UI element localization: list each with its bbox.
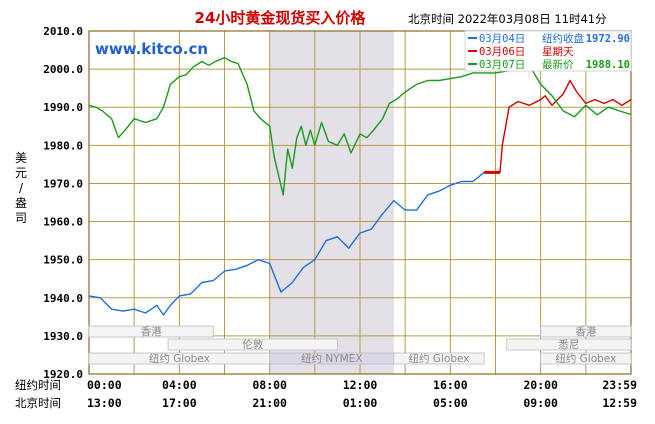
- x-tick-ny: 04:00: [162, 378, 197, 392]
- session-bar: [88, 325, 214, 338]
- y-tick-label: 2000.0: [43, 63, 83, 76]
- legend-date: 03月04日: [479, 33, 525, 45]
- legend-date: 03月07日: [479, 59, 525, 71]
- session-label: 香港: [575, 326, 596, 338]
- watermark: www.kitco.cn: [95, 40, 208, 58]
- y-tick-label: 1930.0: [43, 330, 83, 343]
- axes: 2010.0 2000.0 1990.0 1980.0 1970.0 1960.0 1950…: [15, 25, 637, 410]
- session-bar: [393, 352, 485, 365]
- series-line-03月06日: [484, 79, 632, 174]
- x-tick-ny: 12:00: [343, 378, 378, 392]
- y-tick-label: 1920.0: [43, 368, 83, 381]
- x-tick-ny: 16:00: [433, 378, 468, 392]
- x-tick-bj: 05:00: [433, 396, 468, 410]
- session-bar: [167, 338, 338, 351]
- x-row2-label: 北京时间: [15, 396, 61, 410]
- legend-value: 1972.90: [586, 33, 630, 45]
- y-axis-label: 美: [15, 151, 27, 165]
- session-bar: [540, 352, 632, 365]
- plot-frame: [88, 30, 632, 375]
- x-tick-ny: 08:00: [252, 378, 287, 392]
- session-label: 伦敦: [242, 338, 263, 351]
- session-label: 纽约 NYMEX: [301, 352, 363, 365]
- y-tick-label: 1990.0: [43, 101, 83, 114]
- session-bar: [540, 325, 632, 338]
- session-label: 悉尼: [558, 339, 579, 351]
- series-line-03月04日: [88, 171, 485, 316]
- y-tick-label: 2010.0: [43, 25, 83, 38]
- x-tick-bj: 17:00: [162, 396, 197, 410]
- session-bar: [506, 338, 632, 351]
- grid: [88, 30, 632, 375]
- legend-box: [464, 30, 632, 72]
- x-tick-ny: 00:00: [87, 378, 122, 392]
- y-axis-label: 元: [15, 166, 27, 180]
- session-label: 香港: [141, 326, 162, 338]
- y-tick-label: 1960.0: [43, 216, 83, 229]
- nymex-shade: [269, 31, 394, 374]
- legend-desc: 星期天: [542, 46, 574, 58]
- y-axis-label: 盎: [15, 196, 27, 210]
- legend-desc: 纽约收盘: [542, 32, 584, 45]
- x-tick-ny: 20:00: [523, 378, 558, 392]
- legend-value: 1988.10: [586, 59, 630, 71]
- chart-title: 24小时黄金现货买入价格: [195, 9, 367, 27]
- y-tick-label: 1970.0: [43, 177, 83, 190]
- y-tick-label: 1950.0: [43, 254, 83, 267]
- session-label: 纽约 Globex: [409, 352, 470, 365]
- x-tick-ny: 23:59: [602, 378, 637, 392]
- x-tick-bj: 13:00: [87, 396, 122, 410]
- x-tick-bj: 21:00: [252, 396, 287, 410]
- x-tick-bj: 12:59: [602, 396, 637, 410]
- y-axis-label: /: [19, 181, 24, 195]
- y-tick-label: 1940.0: [43, 292, 83, 305]
- legend-desc: 最新价: [542, 58, 574, 71]
- x-row1-label: 纽约时间: [15, 378, 61, 392]
- timestamp: 北京时间 2022年03月08日 11时41分: [408, 12, 607, 26]
- x-tick-bj: 09:00: [523, 396, 558, 410]
- x-tick-bj: 01:00: [343, 396, 378, 410]
- y-axis-label: 司: [15, 211, 27, 225]
- legend-date: 03月06日: [479, 46, 525, 58]
- session-label: 纽约 Globex: [149, 352, 210, 365]
- session-label: 纽约 Globex: [555, 352, 616, 365]
- legend: 03月04日 纽约收盘 1972.90 03月06日 星期天 03月07日 最新价 1988.…: [464, 30, 632, 72]
- y-tick-label: 1980.0: [43, 139, 83, 152]
